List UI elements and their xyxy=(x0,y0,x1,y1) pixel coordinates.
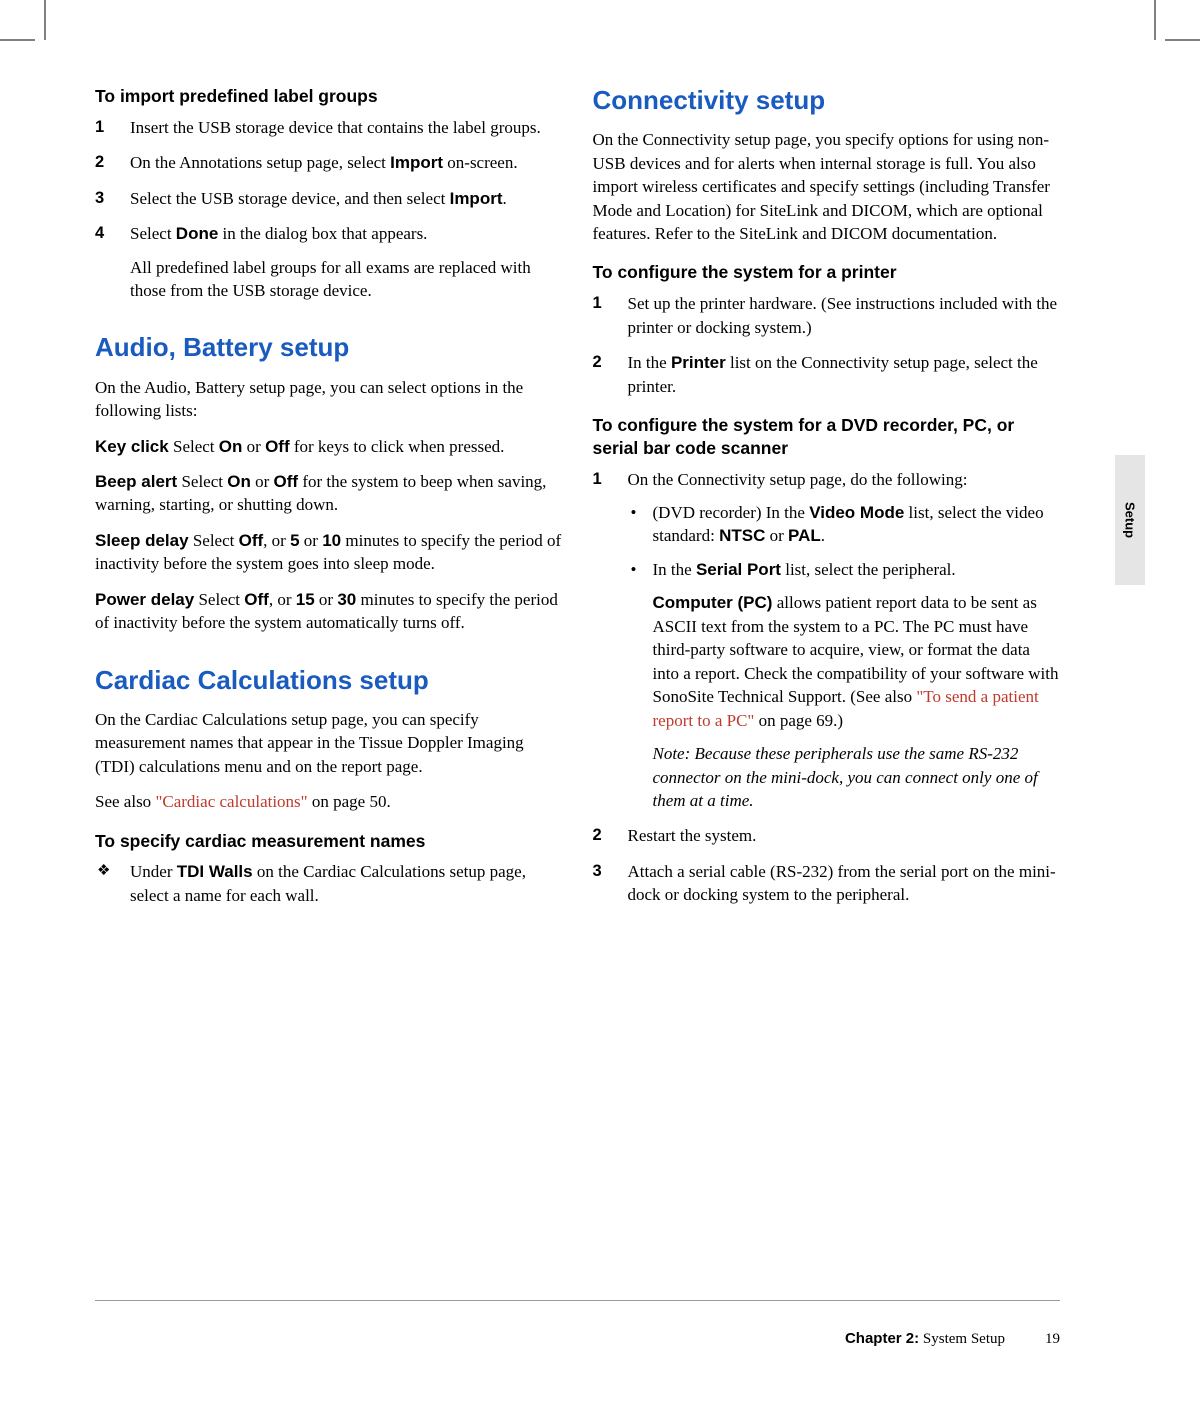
heading-cardiac: Cardiac Calculations setup xyxy=(95,665,563,696)
paragraph: On the Connectivity setup page, you spec… xyxy=(593,128,1061,245)
list-item: In the Serial Port list, select the peri… xyxy=(628,558,1061,813)
text: On the Annotations setup page, select xyxy=(130,153,390,172)
text: Attach a serial cable (RS-232) from the … xyxy=(628,862,1056,904)
list-item: In the Printer list on the Connectivity … xyxy=(593,351,1061,398)
bold-text: TDI Walls xyxy=(177,862,253,881)
paragraph: On the Cardiac Calculations setup page, … xyxy=(95,708,563,778)
text: list, select the peripheral. xyxy=(781,560,956,579)
heading-import: To import predefined label groups xyxy=(95,85,563,108)
bold-text: On xyxy=(227,472,251,491)
paragraph: Sleep delay Select Off, or 5 or 10 minut… xyxy=(95,529,563,576)
text: on page 50. xyxy=(308,792,391,811)
text: On the Connectivity setup page, do the f… xyxy=(628,470,968,489)
printer-steps: Set up the printer hardware. (See instru… xyxy=(593,292,1061,398)
list-item: Restart the system. xyxy=(593,824,1061,847)
bold-text: On xyxy=(219,437,243,456)
bold-text: NTSC xyxy=(719,526,765,545)
footer: Chapter 2: System Setup 19 xyxy=(95,1330,1060,1348)
text: , or xyxy=(269,590,296,609)
text: In the xyxy=(628,353,671,372)
bold-text: Printer xyxy=(671,353,726,372)
text: Insert the USB storage device that conta… xyxy=(130,118,541,137)
text: Select xyxy=(177,472,227,491)
text: on page 69.) xyxy=(754,711,843,730)
bold-text: Serial Port xyxy=(696,560,781,579)
list-item: Under TDI Walls on the Cardiac Calculati… xyxy=(95,860,563,907)
text: for keys to click when pressed. xyxy=(290,437,505,456)
text: in the dialog box that appears. xyxy=(218,224,427,243)
text: Select xyxy=(189,531,239,550)
footer-title: System Setup xyxy=(919,1331,1005,1347)
text: , or xyxy=(263,531,290,550)
list-item: (DVD recorder) In the Video Mode list, s… xyxy=(628,501,1061,548)
bold-text: Off xyxy=(265,437,290,456)
paragraph: Beep alert Select On or Off for the syst… xyxy=(95,470,563,517)
heading-audio-battery: Audio, Battery setup xyxy=(95,332,563,363)
footer-chapter: Chapter 2: xyxy=(845,1330,919,1347)
bold-text: Import xyxy=(450,189,503,208)
text: or xyxy=(251,472,274,491)
bold-text: 10 xyxy=(322,531,341,550)
sub-paragraph: Computer (PC) allows patient report data… xyxy=(653,591,1061,732)
bold-text: Off xyxy=(239,531,264,550)
text: Restart the system. xyxy=(628,826,757,845)
bold-text: PAL xyxy=(788,526,821,545)
list-item: On the Annotations setup page, select Im… xyxy=(95,151,563,174)
tab-label: Setup xyxy=(1123,502,1138,538)
text: on-screen. xyxy=(443,153,518,172)
list-item: Select Done in the dialog box that appea… xyxy=(95,222,563,302)
list-item: Select the USB storage device, and then … xyxy=(95,187,563,210)
heading-connectivity: Connectivity setup xyxy=(593,85,1061,116)
paragraph: Power delay Select Off, or 15 or 30 minu… xyxy=(95,588,563,635)
bold-text: Off xyxy=(244,590,269,609)
import-steps: Insert the USB storage device that conta… xyxy=(95,116,563,303)
bold-text: Done xyxy=(176,224,219,243)
text: Select the USB storage device, and then … xyxy=(130,189,450,208)
heading-dvd: To configure the system for a DVD record… xyxy=(593,414,1061,460)
bold-text: Beep alert xyxy=(95,472,177,491)
cardiac-bullets: Under TDI Walls on the Cardiac Calculati… xyxy=(95,860,563,907)
text: . xyxy=(821,526,825,545)
dvd-steps: On the Connectivity setup page, do the f… xyxy=(593,468,1061,907)
bold-text: 30 xyxy=(337,590,356,609)
footer-rule xyxy=(95,1300,1060,1301)
bold-text: Power delay xyxy=(95,590,194,609)
bold-text: Sleep delay xyxy=(95,531,189,550)
heading-cardiac-sub: To specify cardiac measurement names xyxy=(95,830,563,853)
paragraph: On the Audio, Battery setup page, you ca… xyxy=(95,376,563,423)
sub-text: All predefined label groups for all exam… xyxy=(130,256,563,303)
text: or xyxy=(242,437,265,456)
list-item: On the Connectivity setup page, do the f… xyxy=(593,468,1061,813)
list-item: Set up the printer hardware. (See instru… xyxy=(593,292,1061,339)
dvd-sub-bullets: (DVD recorder) In the Video Mode list, s… xyxy=(628,501,1061,812)
page-number: 19 xyxy=(1045,1331,1060,1347)
note-text: Note: Because these peripherals use the … xyxy=(653,742,1061,812)
text: Select xyxy=(169,437,219,456)
text: or xyxy=(765,526,788,545)
text: In the xyxy=(653,560,696,579)
heading-printer: To configure the system for a printer xyxy=(593,261,1061,284)
paragraph: See also "Cardiac calculations" on page … xyxy=(95,790,563,813)
bold-text: Off xyxy=(274,472,299,491)
side-tab: Setup xyxy=(1115,455,1145,585)
text: Select xyxy=(194,590,244,609)
bold-text: 15 xyxy=(296,590,315,609)
text: or xyxy=(300,531,323,550)
text: (DVD recorder) In the xyxy=(653,503,810,522)
text: or xyxy=(315,590,338,609)
text: Under xyxy=(130,862,177,881)
bold-text: Key click xyxy=(95,437,169,456)
text: Set up the printer hardware. (See instru… xyxy=(628,294,1058,336)
list-item: Attach a serial cable (RS-232) from the … xyxy=(593,860,1061,907)
text: . xyxy=(502,189,506,208)
text: See also xyxy=(95,792,155,811)
paragraph: Key click Select On or Off for keys to c… xyxy=(95,435,563,458)
list-item: Insert the USB storage device that conta… xyxy=(95,116,563,139)
bold-text: Computer (PC) xyxy=(653,593,773,612)
text: Select xyxy=(130,224,176,243)
bold-text: Video Mode xyxy=(809,503,904,522)
link-text[interactable]: "Cardiac calculations" xyxy=(155,792,307,811)
bold-text: 5 xyxy=(290,531,299,550)
bold-text: Import xyxy=(390,153,443,172)
